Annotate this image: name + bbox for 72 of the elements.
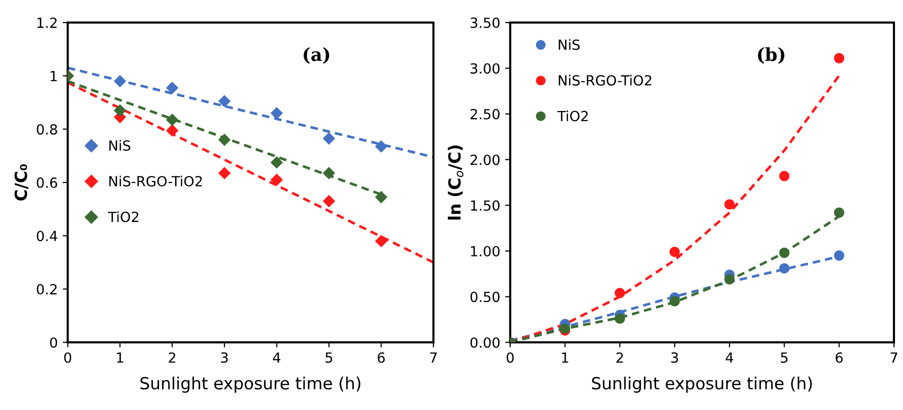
point (614, 313, 625, 324)
point (218, 134, 231, 146)
x-tick-label: 1 (562, 352, 568, 363)
point (724, 199, 735, 210)
y-tick-label: 3.50 (470, 18, 500, 28)
x-tick-label: 2 (168, 352, 176, 363)
x-tick-label: 6 (836, 352, 843, 363)
x-tick-label: 1 (117, 352, 124, 363)
y-tick-label: 0.6 (36, 177, 58, 188)
point (374, 190, 388, 204)
y-tick-label: 1 (50, 71, 57, 82)
point (322, 166, 336, 180)
point (779, 263, 790, 274)
x-tick-label: 3 (221, 352, 228, 363)
legend-label: NiS-RGO-TiO2 (109, 176, 202, 186)
point (166, 114, 178, 126)
y-tick-label: 2.50 (470, 108, 500, 120)
point (270, 106, 283, 120)
x-tick-label: 7 (890, 352, 898, 363)
legend-label: TiO2 (557, 110, 588, 122)
x-axis-title: Sunlight exposure time (h) (140, 376, 360, 393)
x-tick-label: 0 (64, 352, 72, 363)
point (670, 296, 680, 306)
x-tick-label: 4 (272, 352, 280, 363)
x-tick-label: 2 (616, 352, 623, 363)
y-tick-label: 0.2 (36, 284, 57, 295)
x-tick-label: 6 (378, 352, 385, 363)
x-tick-label: 0 (506, 352, 514, 363)
point (166, 124, 178, 137)
point (114, 74, 126, 88)
y-tick-label: 0.8 (36, 124, 58, 135)
y-tick-label: 0 (50, 337, 58, 348)
x-tick-label: 3 (671, 352, 678, 363)
y-tick-label: 1.50 (471, 200, 500, 211)
x-tick-label: 7 (430, 352, 437, 363)
point (374, 234, 388, 248)
legend-label: NiS-RGO-TiO2 (558, 74, 652, 86)
y-tick-label: 0.00 (470, 337, 500, 348)
annotation: (b) (758, 47, 784, 64)
point (779, 170, 790, 182)
y-axis-title: C/C₀ (14, 164, 28, 201)
y-tick-label: 0.50 (470, 292, 500, 302)
point (322, 132, 336, 145)
point (374, 140, 388, 153)
y-tick-label: 1.2 (37, 18, 57, 28)
legend-label: NiS (109, 140, 130, 151)
point (834, 250, 844, 261)
annotation: (a) (304, 47, 330, 64)
y-tick-label: 1.00 (471, 246, 500, 256)
point (218, 94, 231, 108)
legend-label: TiO2 (108, 211, 138, 222)
point (218, 166, 231, 180)
x-tick-label: 5 (780, 352, 788, 363)
point (779, 248, 790, 258)
x-axis-title: Sunlight exposure time (h) (592, 376, 812, 393)
y-tick-label: 3.00 (470, 63, 500, 74)
x-tick-label: 4 (726, 352, 734, 363)
y-tick-label: 0.4 (36, 230, 58, 242)
x-tick-label: 5 (326, 352, 332, 363)
point (114, 104, 126, 117)
y-tick-label: 2.00 (470, 154, 500, 166)
legend-label: NiS (558, 39, 580, 50)
point (270, 156, 283, 169)
point (322, 194, 336, 208)
point (670, 246, 680, 258)
point (834, 53, 844, 64)
y-axis-title: ln (C$_{o}$/C) (448, 145, 464, 220)
point (166, 82, 178, 94)
point (724, 274, 735, 284)
point (270, 174, 283, 186)
point (834, 207, 844, 218)
point (614, 288, 625, 298)
